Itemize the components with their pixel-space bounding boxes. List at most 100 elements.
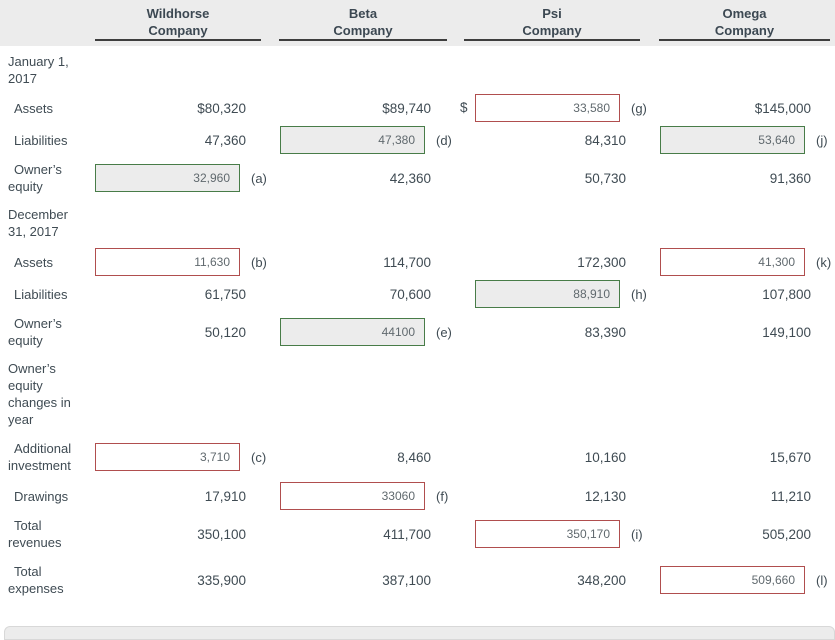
amount-text: 114,700	[383, 254, 431, 270]
amount-cell: 41,300	[660, 248, 811, 276]
amount-cell: 11,630	[95, 248, 246, 276]
amount-cell: 47,380	[280, 126, 431, 154]
table-header-band	[0, 0, 835, 46]
amount-input[interactable]: 11,630	[95, 248, 240, 276]
amount-cell: 50,120	[95, 318, 246, 346]
note-label: (d)	[436, 132, 452, 148]
note-label: (g)	[631, 100, 647, 116]
table-row: Drawings 17,910 33060 (f) 12,130 11,210	[0, 482, 835, 510]
amount-cell: 70,600	[280, 280, 431, 308]
amount-text: 172,300	[577, 254, 626, 270]
table-row: Additional investment 3,710 (c) 8,460 10…	[0, 441, 835, 473]
amount-text: 17,910	[204, 488, 246, 504]
amount-input[interactable]: 41,300	[660, 248, 805, 276]
amount-cell: 47,360	[95, 126, 246, 154]
table-row: Owner’s equity 32,960 (a) 42,360 50,730 …	[0, 162, 835, 194]
note-label: (k)	[816, 254, 832, 270]
header-underline	[279, 39, 447, 41]
table-row: Owner’s equity 50,120 44100 (e) 83,390 1…	[0, 316, 835, 348]
amount-text: $145,000	[754, 100, 811, 116]
amount-text: 387,100	[382, 572, 431, 588]
amount-input[interactable]: 32,960	[95, 164, 240, 192]
amount-cell: 505,200	[660, 520, 811, 548]
row-label: Total expenses	[8, 564, 64, 596]
note-label: (e)	[436, 324, 452, 340]
row-label: Liabilities	[14, 286, 68, 302]
amount-text: 350,100	[197, 526, 246, 542]
amount-input[interactable]: 3,710	[95, 443, 240, 471]
amount-text: 61,750	[204, 286, 246, 302]
amount-text: 335,900	[197, 572, 246, 588]
row-label: Total revenues	[8, 518, 62, 550]
note-label: (a)	[251, 170, 267, 186]
amount-cell: 50,730	[475, 164, 626, 192]
amount-input[interactable]: 47,380	[280, 126, 425, 154]
amount-text: 12,130	[584, 488, 626, 504]
table-row: Liabilities 61,750 70,600 88,910 (h) 107…	[0, 280, 835, 308]
amount-text: 84,310	[584, 132, 626, 148]
amount-cell: 411,700	[280, 520, 431, 548]
amount-input[interactable]: 33,580	[475, 94, 620, 122]
amount-cell: 44100	[280, 318, 431, 346]
amount-text: $89,740	[382, 100, 431, 116]
note-label: (i)	[631, 526, 643, 542]
table-row: Assets $80,320 $89,740 $ 33,580 (g) $145…	[0, 94, 835, 122]
amount-input[interactable]: 53,640	[660, 126, 805, 154]
amount-cell: 17,910	[95, 482, 246, 510]
amount-text: 11,210	[770, 488, 811, 504]
header-underline	[659, 39, 830, 41]
amount-input[interactable]: 33060	[280, 482, 425, 510]
amount-cell: 149,100	[660, 318, 811, 346]
amount-cell: 42,360	[280, 164, 431, 192]
column-header-omega: Omega Company	[714, 6, 775, 38]
amount-text: 91,360	[769, 170, 811, 186]
amount-cell: 91,360	[660, 164, 811, 192]
amount-text: 8,460	[397, 449, 431, 465]
amount-cell: 11,210	[660, 482, 811, 510]
amount-cell: 10,160	[475, 443, 626, 471]
amount-cell: $145,000	[660, 94, 811, 122]
amount-input[interactable]: 44100	[280, 318, 425, 346]
amount-text: $80,320	[197, 100, 246, 116]
note-label: (h)	[631, 286, 647, 302]
amount-cell: 350,170	[475, 520, 626, 548]
amount-input[interactable]: 88,910	[475, 280, 620, 308]
amount-cell: 15,670	[660, 443, 811, 471]
amount-text: 47,360	[204, 132, 246, 148]
amount-cell: 83,390	[475, 318, 626, 346]
amount-text: 505,200	[762, 526, 811, 542]
amount-cell: $80,320	[95, 94, 246, 122]
amount-cell: 335,900	[95, 566, 246, 594]
amount-input[interactable]: 350,170	[475, 520, 620, 548]
amount-text: 50,730	[584, 170, 626, 186]
amount-cell: 3,710	[95, 443, 246, 471]
amount-cell: 107,800	[660, 280, 811, 308]
amount-text: 411,700	[383, 526, 431, 542]
row-label: Additional investment	[8, 441, 72, 473]
section-label-january: January 1, 2017	[8, 54, 69, 86]
amount-cell: 114,700	[280, 248, 431, 276]
row-label: Liabilities	[14, 132, 68, 148]
amount-text: 70,600	[389, 286, 431, 302]
amount-cell: 12,130	[475, 482, 626, 510]
amount-text: 83,390	[584, 324, 626, 340]
table-row: Total expenses 335,900 387,100 348,200 5…	[0, 564, 835, 596]
section-label-equity-changes: Owner’s equity changes in year	[8, 361, 71, 427]
table-row: Total revenues 350,100 411,700 350,170 (…	[0, 518, 835, 550]
amount-cell: 84,310	[475, 126, 626, 154]
amount-cell: 387,100	[280, 566, 431, 594]
amount-text: 107,800	[762, 286, 811, 302]
amount-text: 10,160	[584, 449, 626, 465]
note-label: (f)	[436, 488, 449, 504]
amount-text: 15,670	[769, 449, 811, 465]
row-label: Assets	[14, 100, 54, 116]
amount-input[interactable]: 509,660	[660, 566, 805, 594]
row-label: Drawings	[14, 488, 69, 504]
amount-cell: 8,460	[280, 443, 431, 471]
amount-cell: 88,910	[475, 280, 626, 308]
bottom-panel-edge	[4, 626, 835, 640]
amount-cell: $ 33,580	[460, 94, 626, 122]
amount-cell: 33060	[280, 482, 431, 510]
note-label: (b)	[251, 254, 267, 270]
note-label: (j)	[816, 132, 828, 148]
